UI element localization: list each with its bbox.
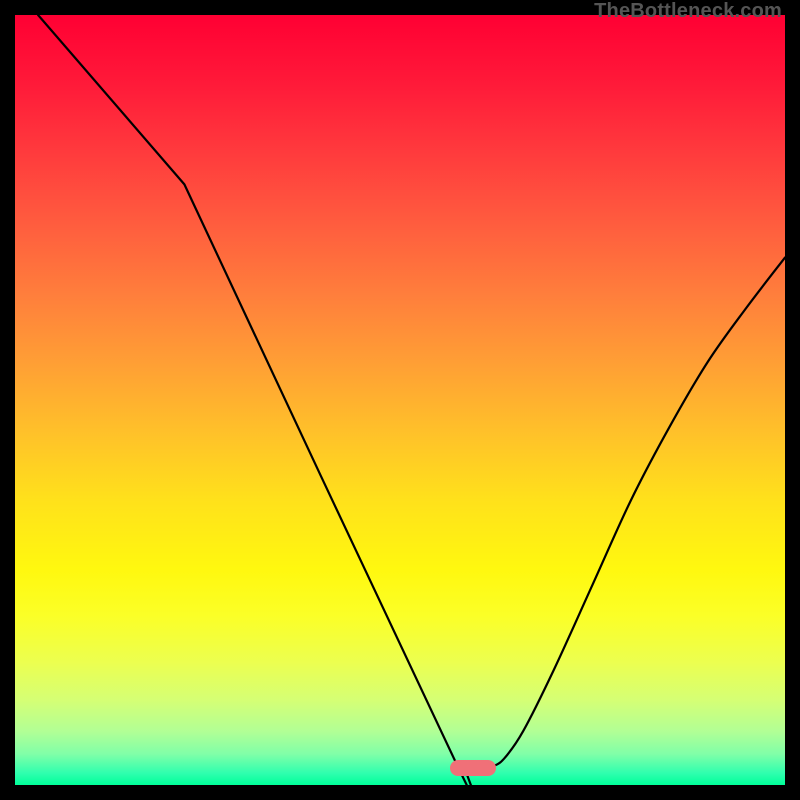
performance-curve	[15, 15, 785, 785]
plot-area	[15, 15, 785, 785]
optimum-marker	[450, 760, 496, 775]
watermark-text: TheBottleneck.com	[594, 0, 782, 23]
